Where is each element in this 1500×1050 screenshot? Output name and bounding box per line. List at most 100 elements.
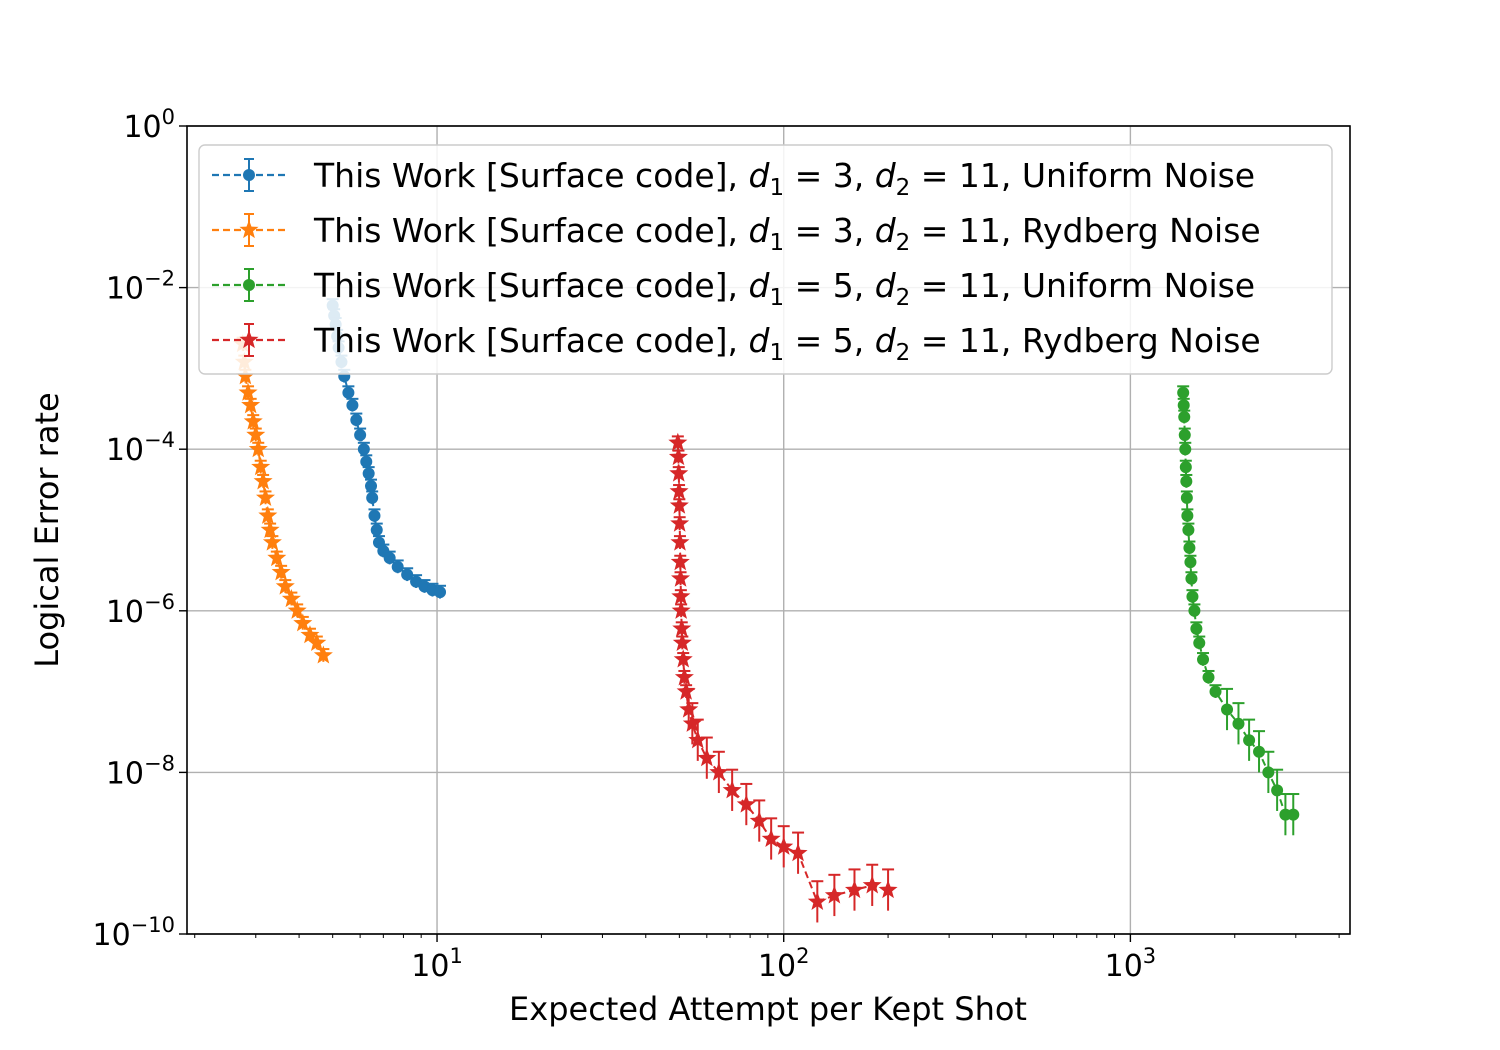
data-point bbox=[370, 524, 383, 536]
data-point bbox=[671, 568, 691, 587]
data-point bbox=[1232, 717, 1245, 730]
legend-label: This Work [Surface code], d1 = 5, d2 = 1… bbox=[313, 266, 1255, 311]
data-point bbox=[255, 487, 275, 506]
data-point bbox=[671, 600, 691, 619]
data-point bbox=[287, 600, 307, 619]
legend-item-1: This Work [Surface code], d1 = 3, d2 = 1… bbox=[212, 156, 1255, 201]
data-point bbox=[668, 447, 688, 466]
x-tick-label: 103 bbox=[1105, 944, 1157, 984]
data-point bbox=[357, 443, 370, 456]
data-point bbox=[669, 495, 689, 514]
legend: This Work [Surface code], d1 = 3, d2 = 1… bbox=[198, 144, 1333, 375]
data-point bbox=[761, 828, 781, 848]
data-point bbox=[1177, 399, 1190, 412]
data-point bbox=[676, 681, 696, 700]
data-point bbox=[1188, 604, 1201, 617]
data-point bbox=[281, 588, 301, 608]
data-point bbox=[670, 513, 690, 532]
data-point bbox=[1184, 556, 1197, 569]
legend-label: This Work [Surface code], d1 = 3, d2 = 1… bbox=[313, 156, 1255, 201]
x-tick-label: 101 bbox=[411, 944, 463, 984]
data-point bbox=[1180, 491, 1193, 504]
series-3 bbox=[1177, 385, 1300, 836]
data-point bbox=[368, 509, 381, 522]
legend-label: This Work [Surface code], d1 = 3, d2 = 1… bbox=[313, 211, 1261, 256]
data-point bbox=[824, 885, 844, 904]
data-point bbox=[1180, 475, 1193, 488]
data-point bbox=[788, 843, 808, 862]
data-point bbox=[253, 471, 273, 490]
data-point bbox=[1186, 590, 1199, 603]
legend-item-2: This Work [Surface code], d1 = 3, d2 = 1… bbox=[212, 211, 1261, 256]
data-point bbox=[672, 632, 692, 652]
data-point bbox=[1182, 524, 1195, 536]
data-point bbox=[1243, 734, 1256, 747]
data-point bbox=[1197, 653, 1210, 666]
data-point bbox=[360, 455, 373, 468]
data-point bbox=[1181, 509, 1194, 522]
data-point bbox=[366, 491, 379, 504]
data-point bbox=[307, 632, 327, 652]
data-point bbox=[679, 699, 699, 718]
data-point bbox=[238, 382, 258, 401]
data-point bbox=[674, 667, 694, 686]
data-point bbox=[682, 713, 702, 732]
data-point bbox=[722, 780, 742, 799]
legend-marker bbox=[243, 169, 255, 181]
data-point bbox=[434, 586, 447, 599]
data-point bbox=[671, 586, 691, 605]
data-point bbox=[1209, 685, 1222, 698]
data-point bbox=[672, 618, 692, 637]
legend-marker bbox=[239, 220, 259, 239]
data-point bbox=[1202, 671, 1215, 684]
data-point bbox=[668, 432, 688, 451]
legend-box bbox=[198, 144, 1333, 375]
data-point bbox=[313, 645, 333, 664]
data-point bbox=[391, 560, 404, 573]
data-point bbox=[688, 730, 708, 749]
data-point bbox=[878, 880, 898, 899]
data-point bbox=[262, 532, 282, 551]
data-point bbox=[260, 520, 280, 539]
data-point bbox=[1179, 443, 1192, 456]
legend-label: This Work [Surface code], d1 = 5, d2 = 1… bbox=[313, 321, 1261, 366]
data-point bbox=[350, 413, 363, 426]
data-point bbox=[354, 428, 367, 441]
data-point bbox=[235, 366, 255, 385]
data-point bbox=[300, 625, 320, 644]
data-point bbox=[669, 463, 689, 482]
data-point bbox=[844, 880, 864, 899]
data-point bbox=[346, 399, 359, 412]
data-point bbox=[1287, 808, 1300, 821]
data-point bbox=[251, 457, 271, 476]
data-point bbox=[1177, 386, 1190, 399]
legend-marker bbox=[243, 279, 255, 291]
data-point bbox=[293, 613, 313, 632]
data-point bbox=[271, 562, 291, 581]
data-point bbox=[697, 748, 717, 767]
x-tick-label: 102 bbox=[758, 944, 810, 984]
data-point bbox=[383, 552, 396, 565]
data-point bbox=[258, 505, 278, 524]
y-tick-label: 10−2 bbox=[106, 267, 175, 307]
data-point bbox=[1178, 428, 1191, 441]
data-point bbox=[362, 467, 375, 480]
data-point bbox=[1193, 636, 1206, 649]
data-point bbox=[807, 891, 827, 910]
data-point bbox=[670, 532, 690, 551]
y-tick-label: 10−4 bbox=[106, 428, 175, 468]
y-tick-label: 10−6 bbox=[106, 590, 175, 630]
data-point bbox=[248, 439, 268, 458]
series-2 bbox=[233, 334, 333, 664]
legend-item-4: This Work [Surface code], d1 = 5, d2 = 1… bbox=[212, 321, 1261, 366]
data-point bbox=[243, 411, 263, 430]
data-point bbox=[673, 649, 693, 668]
data-point bbox=[365, 480, 378, 493]
data-point bbox=[1221, 703, 1234, 716]
data-point bbox=[267, 548, 287, 567]
data-point bbox=[275, 576, 295, 595]
data-point bbox=[241, 395, 261, 414]
axis-ticks: 101 102 103 100 10−2 10−4 10−6 10−8 10−10 bbox=[92, 105, 1340, 984]
y-axis-label: Logical Error rate bbox=[28, 392, 66, 667]
